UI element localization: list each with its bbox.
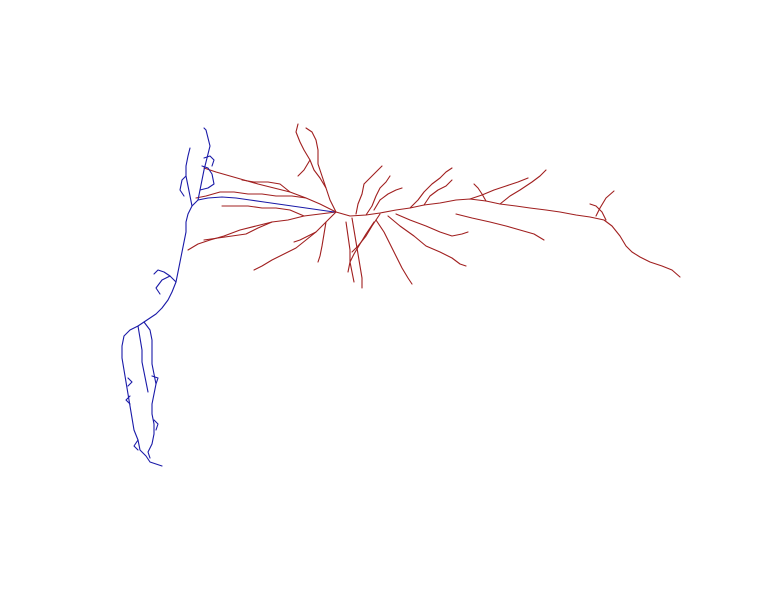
axon-descending-right bbox=[143, 321, 157, 459]
axon-side-twig-b bbox=[151, 375, 159, 385]
axon-upper-tip bbox=[203, 155, 215, 167]
dendrite-branch-center-down-d bbox=[351, 213, 381, 253]
dendrite-trunk-right bbox=[335, 198, 681, 278]
axon-side-branch-mid-b bbox=[155, 275, 171, 295]
axon-upper-branch-b bbox=[197, 127, 211, 201]
dendrite-branch-left-lower bbox=[253, 211, 337, 271]
dendrite-branch-mid-upper-a bbox=[409, 167, 453, 209]
dendrite-branch-upper-left bbox=[295, 123, 337, 213]
dendrite-branch-mid-upper-b bbox=[423, 179, 453, 206]
axon-upper-side bbox=[179, 175, 187, 197]
dendrite-branch-left-lower-b bbox=[317, 221, 327, 263]
dendrite-branch-left-lower-c bbox=[293, 231, 317, 243]
axonal-arbor bbox=[121, 127, 335, 467]
dendrite-branch-mid-lower-c bbox=[375, 219, 413, 285]
dendrite-branch-left-mid bbox=[187, 211, 337, 251]
dendritic-arbor bbox=[187, 123, 681, 289]
axon-upper-loop bbox=[199, 165, 215, 191]
axon-descending-inner bbox=[137, 325, 149, 393]
dendrite-branch-center-down-b bbox=[345, 221, 351, 273]
dendrite-branch-mid-lower-a bbox=[395, 213, 469, 237]
dendrite-branch-left-upper bbox=[203, 167, 337, 213]
dendrite-branch-far-right-upper bbox=[595, 190, 615, 217]
axon-upper-branch bbox=[185, 147, 193, 207]
axon-side-twig-c bbox=[125, 395, 131, 405]
dendrite-branch-mid-lower-b bbox=[387, 215, 467, 267]
dendrite-branch-center-upper-c bbox=[355, 165, 383, 215]
dendrite-branch-right-lower bbox=[455, 213, 545, 241]
axon-side-twig-d bbox=[153, 419, 159, 431]
axon-side-branch-mid bbox=[153, 269, 177, 283]
dendrite-branch-left-mid-b bbox=[221, 205, 305, 217]
dendrite-branch-upper-left-b bbox=[305, 127, 327, 189]
dendrite-branch-center-upper-b bbox=[373, 187, 403, 211]
axon-main-trunk bbox=[121, 196, 335, 467]
dendrite-branch-left-upper-c bbox=[241, 179, 291, 193]
dendrite-branch-upper-left-c bbox=[297, 159, 311, 177]
dendrite-branch-far-right-fork bbox=[589, 203, 607, 221]
dendrite-branch-left-mid-c bbox=[203, 221, 273, 241]
dendrite-branch-center-down-c bbox=[349, 221, 375, 283]
dendrite-branch-center-down-a bbox=[351, 217, 363, 289]
dendrite-branch-right-upper-b bbox=[499, 169, 547, 205]
dendrite-branch-right-upper-a bbox=[469, 177, 529, 200]
axon-side-twig-a bbox=[127, 377, 133, 387]
dendrite-branch-right-upper-c bbox=[473, 183, 487, 202]
dendrite-branch-center-upper bbox=[365, 175, 391, 216]
dendrite-branch-left-upper-b bbox=[195, 191, 307, 199]
axon-side-twig-e bbox=[133, 439, 139, 451]
